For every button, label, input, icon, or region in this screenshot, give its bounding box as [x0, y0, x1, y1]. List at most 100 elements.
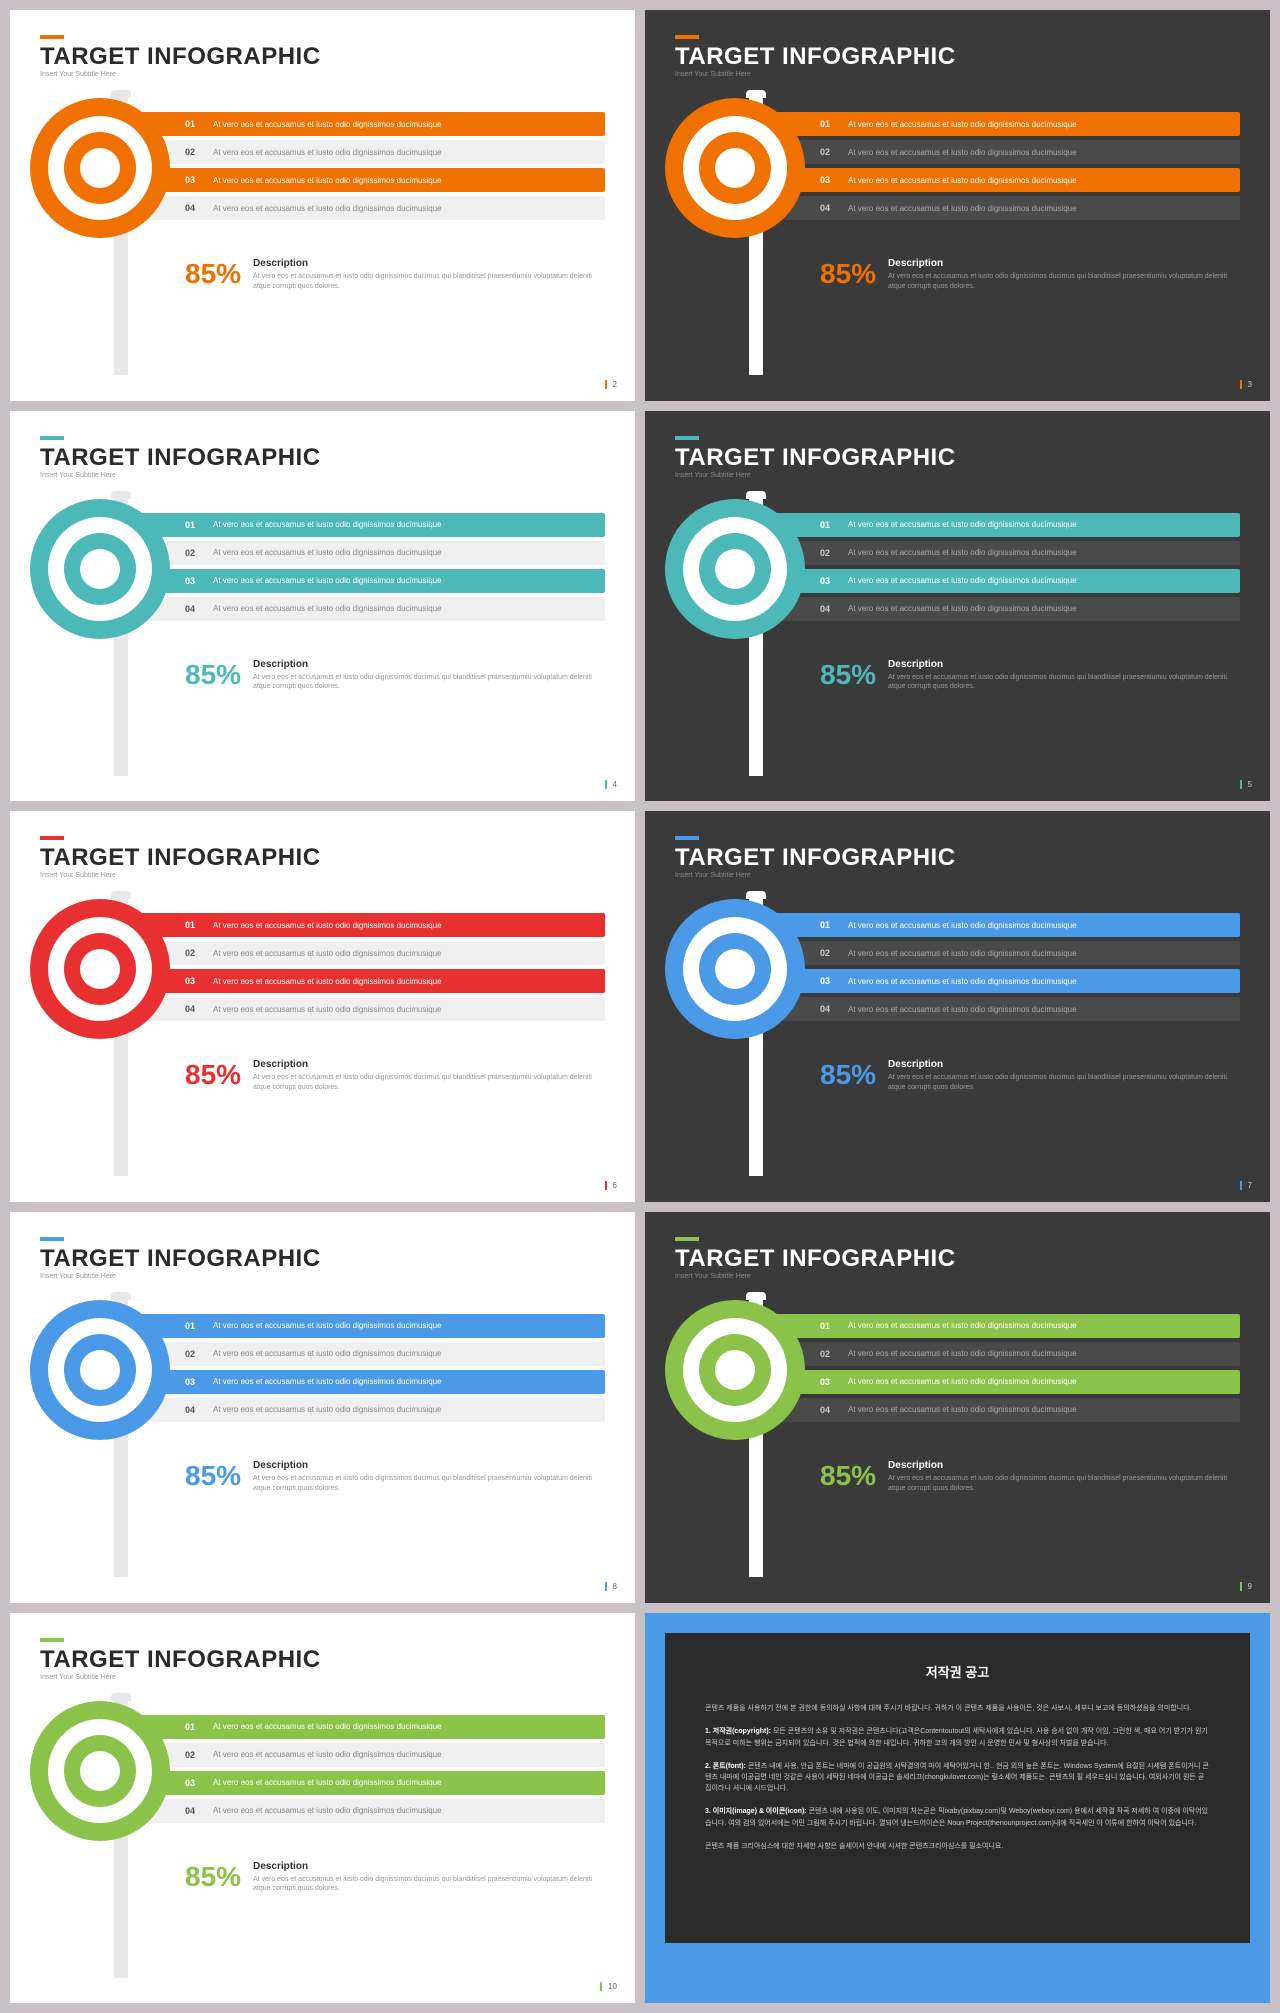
- bar-text: At vero eos et accusamus et iusto odio d…: [848, 921, 1077, 930]
- info-bar: 04 At vero eos et accusamus et iusto odi…: [110, 196, 605, 220]
- percentage: 85%: [185, 1059, 241, 1091]
- info-bar: 01 At vero eos et accusamus et iusto odi…: [110, 112, 605, 136]
- pole-cap: [111, 90, 131, 98]
- infographic-slide: TARGET INFOGRAPHIC Insert Your Subtitle …: [645, 811, 1270, 1202]
- bars-container: 01 At vero eos et accusamus et iusto odi…: [110, 1314, 605, 1426]
- slide-title: TARGET INFOGRAPHIC: [40, 446, 605, 470]
- slide-subtitle: Insert Your Subtitle Here: [40, 71, 605, 78]
- info-bar: 03 At vero eos et accusamus et iusto odi…: [110, 168, 605, 192]
- bar-number: 04: [185, 1405, 213, 1415]
- accent-bar: [675, 35, 699, 39]
- info-bar: 02 At vero eos et accusamus et iusto odi…: [745, 1342, 1240, 1366]
- bar-number: 03: [820, 175, 848, 185]
- slide-title: TARGET INFOGRAPHIC: [40, 1247, 605, 1271]
- target-icon: [30, 899, 170, 1039]
- description-title: Description: [253, 659, 605, 670]
- target-icon: [665, 499, 805, 639]
- bar-text: At vero eos et accusamus et iusto odio d…: [848, 204, 1077, 213]
- description-body: At vero eos et accusamus et iusto odio d…: [888, 272, 1240, 292]
- page-number: 6: [605, 1181, 617, 1190]
- bars-container: 01 At vero eos et accusamus et iusto odi…: [110, 913, 605, 1025]
- info-bar: 03 At vero eos et accusamus et iusto odi…: [110, 1771, 605, 1795]
- description-body: At vero eos et accusamus et iusto odio d…: [253, 1073, 605, 1093]
- bar-number: 02: [185, 548, 213, 558]
- pole-cap: [111, 1693, 131, 1701]
- infographic-slide: TARGET INFOGRAPHIC Insert Your Subtitle …: [10, 811, 635, 1202]
- bar-text: At vero eos et accusamus et iusto odio d…: [213, 1750, 442, 1759]
- bar-number: 04: [820, 1004, 848, 1014]
- description-body: At vero eos et accusamus et iusto odio d…: [888, 1073, 1240, 1093]
- copyright-section: 1. 저작권(copyright): 모든 콘텐츠의 소유 및 저작권은 콘텐츠…: [705, 1726, 1210, 1748]
- page-number: 9: [1240, 1582, 1252, 1591]
- info-bar: 01 At vero eos et accusamus et iusto odi…: [110, 913, 605, 937]
- bar-number: 04: [820, 1405, 848, 1415]
- info-bar: 03 At vero eos et accusamus et iusto odi…: [110, 1370, 605, 1394]
- page-number: 8: [605, 1582, 617, 1591]
- slide-title: TARGET INFOGRAPHIC: [675, 45, 1240, 69]
- description-body: At vero eos et accusamus et iusto odio d…: [253, 1474, 605, 1494]
- info-bar: 02 At vero eos et accusamus et iusto odi…: [110, 140, 605, 164]
- bar-number: 01: [820, 520, 848, 530]
- bar-text: At vero eos et accusamus et iusto odio d…: [848, 1005, 1077, 1014]
- slide-subtitle: Insert Your Subtitle Here: [40, 472, 605, 479]
- bar-number: 03: [820, 976, 848, 986]
- description-title: Description: [888, 1059, 1240, 1070]
- bar-number: 02: [820, 948, 848, 958]
- bar-text: At vero eos et accusamus et iusto odio d…: [213, 1321, 442, 1330]
- page-number: 2: [605, 380, 617, 389]
- bar-number: 04: [820, 604, 848, 614]
- slide-subtitle: Insert Your Subtitle Here: [675, 71, 1240, 78]
- percentage: 85%: [820, 659, 876, 691]
- bar-number: 03: [185, 175, 213, 185]
- bar-number: 02: [185, 1750, 213, 1760]
- bar-text: At vero eos et accusamus et iusto odio d…: [213, 576, 442, 585]
- bar-number: 01: [820, 920, 848, 930]
- info-bar: 02 At vero eos et accusamus et iusto odi…: [745, 941, 1240, 965]
- info-bar: 01 At vero eos et accusamus et iusto odi…: [110, 513, 605, 537]
- info-bar: 02 At vero eos et accusamus et iusto odi…: [745, 140, 1240, 164]
- bars-container: 01 At vero eos et accusamus et iusto odi…: [110, 112, 605, 224]
- target-icon: [30, 1701, 170, 1841]
- pole-cap: [111, 891, 131, 899]
- slide-subtitle: Insert Your Subtitle Here: [675, 472, 1240, 479]
- bar-text: At vero eos et accusamus et iusto odio d…: [848, 548, 1077, 557]
- pole-cap: [746, 891, 766, 899]
- bar-number: 02: [820, 147, 848, 157]
- info-bar: 01 At vero eos et accusamus et iusto odi…: [745, 1314, 1240, 1338]
- description-title: Description: [888, 659, 1240, 670]
- description-body: At vero eos et accusamus et iusto odio d…: [888, 1474, 1240, 1494]
- bars-container: 01 At vero eos et accusamus et iusto odi…: [110, 513, 605, 625]
- infographic-slide: TARGET INFOGRAPHIC Insert Your Subtitle …: [10, 1613, 635, 2004]
- pole-cap: [111, 491, 131, 499]
- description-title: Description: [888, 258, 1240, 269]
- target-icon: [665, 899, 805, 1039]
- bar-text: At vero eos et accusamus et iusto odio d…: [848, 1349, 1077, 1358]
- slide-subtitle: Insert Your Subtitle Here: [40, 1674, 605, 1681]
- bar-text: At vero eos et accusamus et iusto odio d…: [213, 949, 442, 958]
- info-bar: 04 At vero eos et accusamus et iusto odi…: [110, 1799, 605, 1823]
- bar-number: 04: [820, 203, 848, 213]
- bar-number: 01: [820, 1321, 848, 1331]
- bar-text: At vero eos et accusamus et iusto odio d…: [213, 1377, 442, 1386]
- infographic-slide: TARGET INFOGRAPHIC Insert Your Subtitle …: [10, 1212, 635, 1603]
- description-title: Description: [253, 1059, 605, 1070]
- accent-bar: [40, 35, 64, 39]
- description-title: Description: [253, 1861, 605, 1872]
- info-bar: 03 At vero eos et accusamus et iusto odi…: [745, 969, 1240, 993]
- bar-number: 02: [185, 948, 213, 958]
- info-bar: 03 At vero eos et accusamus et iusto odi…: [110, 969, 605, 993]
- bar-number: 02: [820, 1349, 848, 1359]
- description-body: At vero eos et accusamus et iusto odio d…: [253, 272, 605, 292]
- copyright-slide: 저작권 공고 콘텐츠 제품을 사용하기 전에 본 권한에 동의하실 사항에 대해…: [645, 1613, 1270, 2004]
- pole-cap: [746, 90, 766, 98]
- bar-text: At vero eos et accusamus et iusto odio d…: [213, 1778, 442, 1787]
- bar-text: At vero eos et accusamus et iusto odio d…: [213, 148, 442, 157]
- bar-text: At vero eos et accusamus et iusto odio d…: [848, 576, 1077, 585]
- bar-number: 01: [185, 1722, 213, 1732]
- slide-title: TARGET INFOGRAPHIC: [40, 846, 605, 870]
- percentage: 85%: [185, 659, 241, 691]
- page-number: 7: [1240, 1181, 1252, 1190]
- bar-text: At vero eos et accusamus et iusto odio d…: [213, 176, 442, 185]
- bar-number: 01: [185, 920, 213, 930]
- slide-subtitle: Insert Your Subtitle Here: [675, 872, 1240, 879]
